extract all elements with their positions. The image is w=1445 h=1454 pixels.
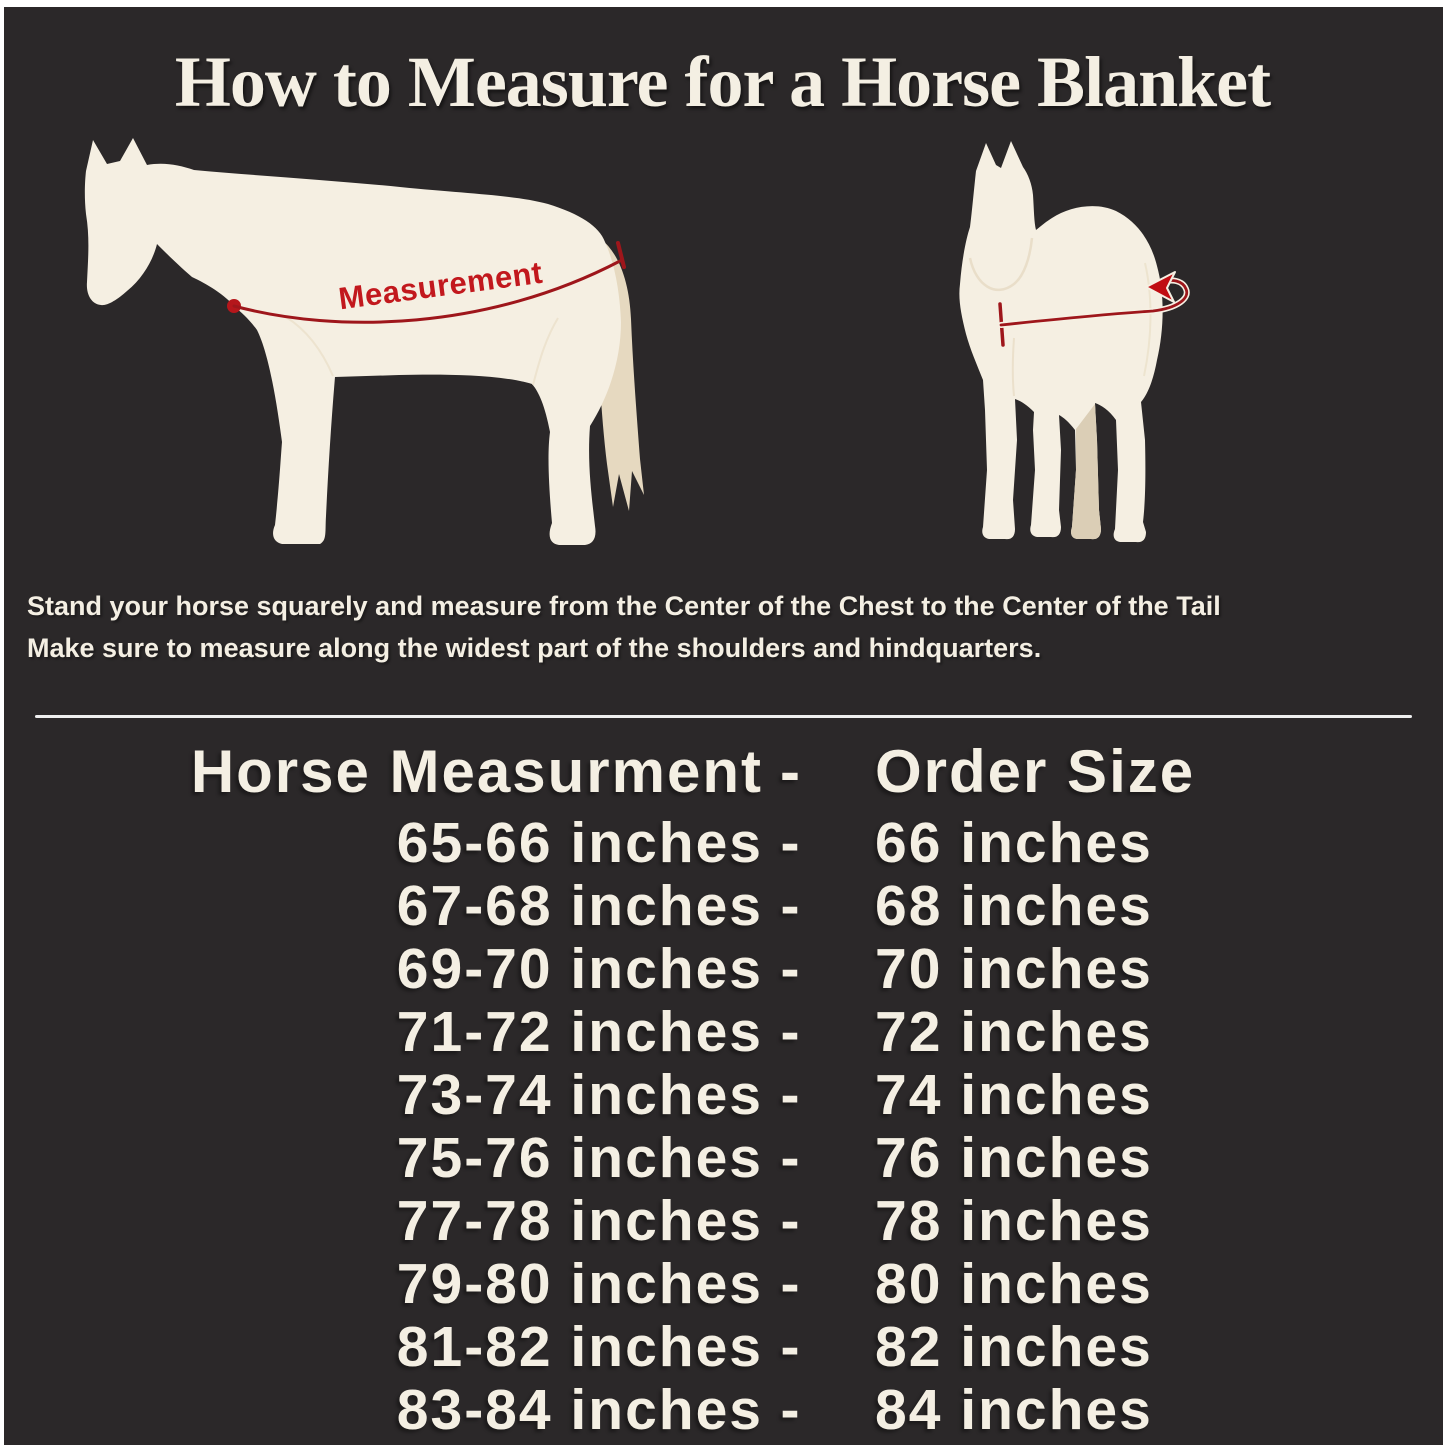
size-row: 69-70 inches - 70 inches (0, 938, 1445, 1001)
tail-measure-tick (616, 241, 626, 269)
shoulder-crease (285, 316, 334, 377)
row-measurement: 65-66 inches (396, 811, 763, 875)
row-measurement: 79-80 inches (396, 1252, 763, 1316)
row-measurement: 75-76 inches (396, 1126, 763, 1190)
row-separator: - (780, 874, 802, 938)
chest-crease (1011, 337, 1015, 397)
size-row: 71-72 inches - 72 inches (0, 1001, 1445, 1064)
row-measurement: 67-68 inches (396, 874, 763, 938)
shaded-hind-leg (1071, 404, 1101, 540)
instructions-line-1: Stand your horse squarely and measure fr… (27, 591, 1221, 621)
row-order-size: 70 inches (875, 937, 1153, 1001)
row-measurement: 73-74 inches (396, 1063, 763, 1127)
row-order-size: 66 inches (875, 811, 1153, 875)
size-row: 79-80 inches - 80 inches (0, 1253, 1445, 1316)
measurement-line (232, 259, 622, 324)
muzzle-shading (968, 237, 1034, 291)
size-row: 73-74 inches - 74 inches (0, 1064, 1445, 1127)
row-separator: - (780, 1000, 802, 1064)
size-row: 77-78 inches - 78 inches (0, 1190, 1445, 1253)
row-order-size: 84 inches (875, 1378, 1153, 1442)
row-separator: - (780, 1252, 802, 1316)
barrel-shading (1143, 262, 1152, 377)
row-order-size: 76 inches (875, 1126, 1153, 1190)
section-divider (35, 715, 1412, 718)
row-measurement: 83-84 inches (396, 1378, 763, 1442)
row-separator: - (780, 1063, 802, 1127)
row-order-size: 82 inches (875, 1315, 1153, 1379)
front-view-horse-illustration (959, 141, 1190, 543)
row-measurement: 77-78 inches (396, 1189, 763, 1253)
horse-body (84, 138, 622, 545)
row-separator: - (780, 937, 802, 1001)
row-measurement: 69-70 inches (396, 937, 763, 1001)
header-separator: - (780, 738, 802, 805)
wrap-line (999, 279, 1189, 327)
size-row: 67-68 inches - 68 inches (0, 875, 1445, 938)
row-separator: - (780, 1315, 802, 1379)
size-row: 65-66 inches - 66 inches (0, 812, 1445, 875)
size-row: 75-76 inches - 76 inches (0, 1127, 1445, 1190)
row-order-size: 80 inches (875, 1252, 1153, 1316)
size-row: 83-84 inches - 84 inches (0, 1379, 1445, 1442)
row-order-size: 68 inches (875, 874, 1153, 938)
header-order-size-column: Order Size (875, 738, 1196, 805)
side-view-horse-illustration (84, 138, 644, 545)
size-chart-header: Horse Measurment - Order Size (0, 734, 1445, 810)
row-measurement: 71-72 inches (396, 1000, 763, 1064)
wrap-arrow-icon (1145, 271, 1176, 303)
row-separator: - (780, 1378, 802, 1442)
row-order-size: 78 inches (875, 1189, 1153, 1253)
page-title: How to Measure for a Horse Blanket (174, 42, 1271, 122)
row-measurement: 81-82 inches (396, 1315, 763, 1379)
row-separator: - (780, 811, 802, 875)
row-separator: - (780, 1189, 802, 1253)
header-measurement-column: Horse Measurment (190, 738, 763, 805)
haunch-crease (532, 317, 559, 386)
instructions-line-2: Make sure to measure along the widest pa… (27, 633, 1042, 663)
horse-body (959, 141, 1163, 543)
instructions-text: Stand your horse squarely and measure fr… (27, 585, 1427, 669)
row-separator: - (780, 1126, 802, 1190)
size-row: 81-82 inches - 82 inches (0, 1316, 1445, 1379)
size-chart-rows: 65-66 inches - 66 inches 67-68 inches - … (0, 812, 1445, 1442)
row-order-size: 72 inches (875, 1000, 1153, 1064)
row-order-size: 74 inches (875, 1063, 1153, 1127)
